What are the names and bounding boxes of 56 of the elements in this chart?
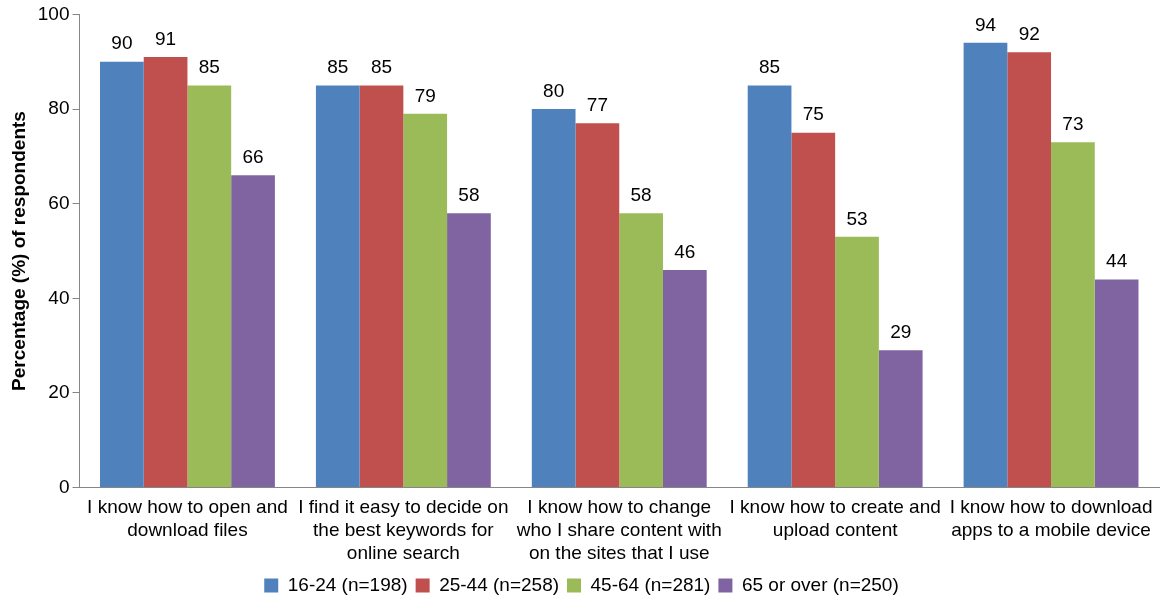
data-label: 85 xyxy=(327,56,349,78)
data-label: 46 xyxy=(674,240,696,262)
bar xyxy=(531,109,576,488)
data-label: 44 xyxy=(1106,250,1128,272)
bar xyxy=(1051,142,1095,488)
bar xyxy=(315,85,360,488)
bar xyxy=(447,213,491,488)
y-axis-title: Percentage (%) of respondents xyxy=(7,111,29,391)
x-tick-label: I know how to download apps to a mobile device xyxy=(949,496,1153,541)
data-label: 29 xyxy=(890,321,912,343)
y-tick-label: 20 xyxy=(48,381,70,403)
bar xyxy=(403,113,448,488)
bar xyxy=(143,56,188,488)
bar xyxy=(791,132,836,488)
bar xyxy=(231,175,275,488)
y-tick-label: 100 xyxy=(37,2,70,24)
bar xyxy=(575,123,620,488)
y-tick-label: 80 xyxy=(48,97,70,119)
data-label: 79 xyxy=(414,84,436,106)
data-label: 75 xyxy=(802,103,824,125)
bar xyxy=(359,85,404,488)
bar xyxy=(1094,279,1139,488)
bar xyxy=(963,42,1008,488)
x-tick-label: I know how to open and download files xyxy=(87,496,288,541)
data-label: 90 xyxy=(111,32,133,54)
data-label: 85 xyxy=(370,56,393,78)
bar xyxy=(1007,52,1052,488)
x-tick-label: I know how to create and upload content xyxy=(729,496,941,541)
legend-label: 45-64 (n=281) xyxy=(590,573,711,595)
data-label: 77 xyxy=(586,93,608,115)
data-label: 66 xyxy=(242,146,264,168)
legend-label: 16-24 (n=198) xyxy=(287,573,408,595)
y-tick-label: 0 xyxy=(58,475,70,497)
bar xyxy=(747,85,792,488)
legend-label: 25-44 (n=258) xyxy=(439,573,560,595)
bar xyxy=(835,236,879,488)
data-label: 58 xyxy=(458,183,480,205)
data-label: 73 xyxy=(1062,112,1084,134)
legend-label: 65 or over (n=250) xyxy=(741,573,899,595)
bar xyxy=(878,350,923,488)
data-label: 58 xyxy=(630,183,652,205)
data-label: 53 xyxy=(846,207,868,229)
data-label: 91 xyxy=(155,27,177,49)
bar xyxy=(619,213,663,488)
x-tick-label: I know how to change who I share content with on the sites that I use xyxy=(515,496,722,563)
bar xyxy=(662,269,707,488)
data-label: 85 xyxy=(759,56,781,78)
y-tick-label: 60 xyxy=(48,191,70,213)
bar xyxy=(187,85,232,488)
data-label: 94 xyxy=(974,13,997,35)
data-label: 92 xyxy=(1018,22,1040,44)
bar xyxy=(100,61,144,488)
y-tick-label: 40 xyxy=(48,286,70,308)
data-label: 85 xyxy=(198,56,220,78)
data-label: 80 xyxy=(543,79,565,101)
x-tick-label: I find it easy to decide on the best keywords for online search xyxy=(298,496,509,563)
